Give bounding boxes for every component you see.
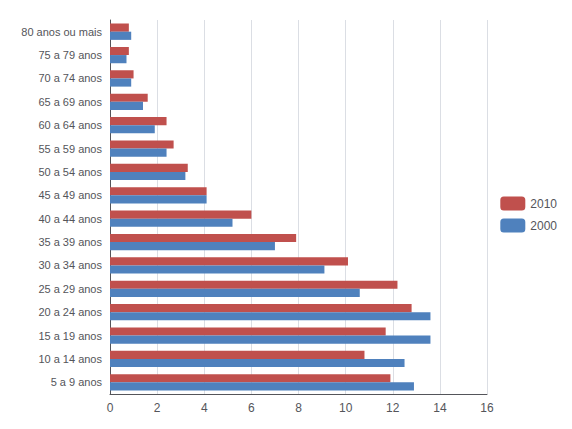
svg-text:5 a 9 anos: 5 a 9 anos: [51, 376, 103, 388]
svg-text:65 a 69 anos: 65 a 69 anos: [38, 96, 102, 108]
svg-text:2010: 2010: [530, 197, 557, 211]
svg-text:25 a 29 anos: 25 a 29 anos: [38, 283, 102, 295]
svg-text:2: 2: [154, 401, 161, 415]
svg-text:80 anos ou mais: 80 anos ou mais: [21, 26, 102, 38]
svg-text:12: 12: [386, 401, 400, 415]
svg-text:50 a 54 anos: 50 a 54 anos: [38, 166, 102, 178]
svg-text:75 a 79 anos: 75 a 79 anos: [38, 49, 102, 61]
svg-text:20 a 24 anos: 20 a 24 anos: [38, 306, 102, 318]
svg-text:35 a 39 anos: 35 a 39 anos: [38, 236, 102, 248]
svg-text:70 a 74 anos: 70 a 74 anos: [38, 72, 102, 84]
svg-text:60 a 64 anos: 60 a 64 anos: [38, 119, 102, 131]
svg-text:30 a 34 anos: 30 a 34 anos: [38, 259, 102, 271]
svg-text:10 a 14 anos: 10 a 14 anos: [38, 353, 102, 365]
svg-text:40 a 44 anos: 40 a 44 anos: [38, 213, 102, 225]
svg-text:6: 6: [248, 401, 255, 415]
svg-text:45 a 49 anos: 45 a 49 anos: [38, 189, 102, 201]
svg-text:14: 14: [433, 401, 447, 415]
svg-text:16: 16: [480, 401, 494, 415]
svg-text:2000: 2000: [530, 219, 557, 233]
svg-text:8: 8: [295, 401, 302, 415]
svg-text:4: 4: [201, 401, 208, 415]
svg-text:15 a 19 anos: 15 a 19 anos: [38, 330, 102, 342]
svg-text:10: 10: [339, 401, 353, 415]
svg-text:0: 0: [107, 401, 114, 415]
svg-text:55 a 59 anos: 55 a 59 anos: [38, 143, 102, 155]
